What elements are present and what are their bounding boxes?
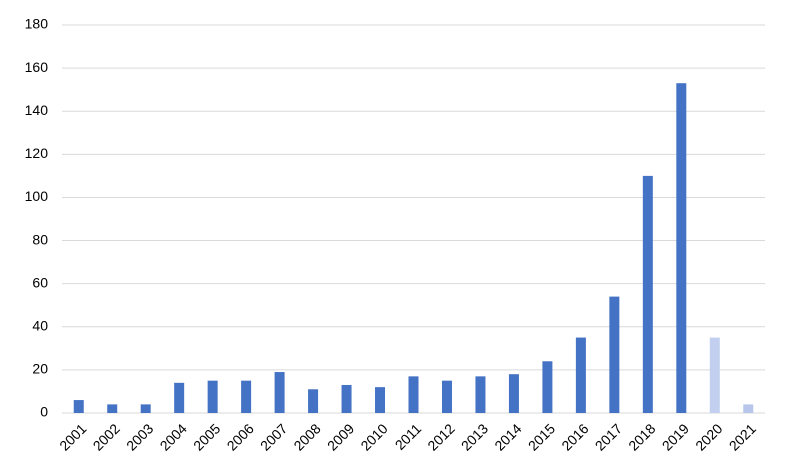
y-tick-label: 180 (25, 16, 49, 32)
y-tick-label: 100 (25, 188, 49, 204)
y-tick-label: 60 (32, 274, 48, 290)
bar (709, 337, 720, 413)
y-tick-label: 40 (32, 317, 48, 333)
bar (274, 372, 285, 413)
bar (743, 404, 754, 413)
x-tick-label: 2019 (659, 420, 692, 453)
x-tick-label: 2006 (224, 420, 257, 453)
bar (73, 400, 84, 413)
x-tick-label: 2005 (190, 420, 223, 453)
bar (642, 175, 653, 413)
bar (609, 296, 620, 413)
x-tick-label: 2001 (56, 420, 89, 453)
bar (174, 382, 185, 413)
bar (241, 380, 252, 413)
x-tick-label: 2021 (726, 420, 759, 453)
bar (508, 374, 519, 413)
bar (140, 404, 151, 413)
y-tick-label: 0 (40, 404, 48, 420)
bar (375, 387, 386, 413)
x-tick-label: 2018 (625, 420, 658, 453)
bar (207, 380, 218, 413)
x-tick-label: 2012 (424, 420, 457, 453)
x-tick-label: 2020 (692, 420, 725, 453)
bar (475, 376, 486, 413)
y-tick-label: 80 (32, 231, 48, 247)
x-tick-label: 2015 (525, 420, 558, 453)
y-tick-label: 140 (25, 102, 49, 118)
x-tick-label: 2013 (458, 420, 491, 453)
y-tick-label: 20 (32, 361, 48, 377)
x-tick-label: 2004 (157, 420, 190, 453)
bar (341, 384, 352, 413)
x-tick-label: 2003 (123, 420, 156, 453)
y-tick-label: 120 (25, 145, 49, 161)
x-tick-label: 2007 (257, 420, 290, 453)
y-tick-label: 160 (25, 59, 49, 75)
x-tick-label: 2008 (290, 420, 323, 453)
bar (676, 83, 687, 413)
x-tick-label: 2016 (558, 420, 591, 453)
x-tick-label: 2002 (90, 420, 123, 453)
x-tick-label: 2017 (592, 420, 625, 453)
x-tick-label: 2009 (324, 420, 357, 453)
bar (408, 376, 419, 413)
x-tick-label: 2010 (357, 420, 390, 453)
x-tick-label: 2011 (392, 420, 425, 453)
x-tick-label: 2014 (491, 420, 524, 453)
bar (575, 337, 586, 413)
bar (542, 361, 553, 413)
bar (441, 380, 452, 413)
bar (107, 404, 118, 413)
bar (308, 389, 319, 413)
